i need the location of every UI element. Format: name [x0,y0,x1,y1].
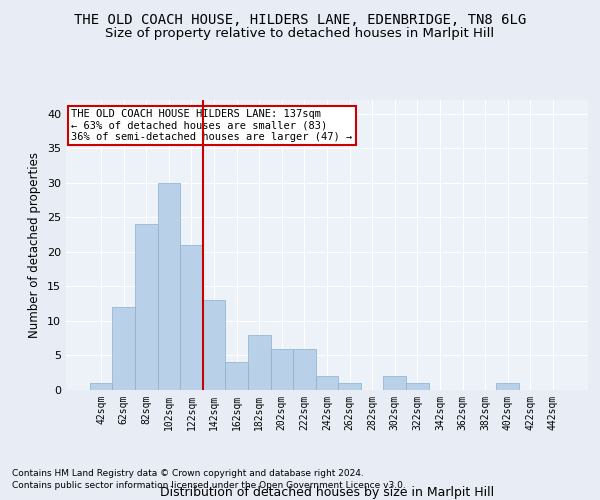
Bar [271,348,293,390]
Bar [180,245,203,390]
Text: THE OLD COACH HOUSE HILDERS LANE: 137sqm
← 63% of detached houses are smaller (8: THE OLD COACH HOUSE HILDERS LANE: 137sqm… [71,108,352,142]
Bar [338,383,361,390]
Bar [203,300,226,390]
Bar [293,348,316,390]
Text: THE OLD COACH HOUSE, HILDERS LANE, EDENBRIDGE, TN8 6LG: THE OLD COACH HOUSE, HILDERS LANE, EDENB… [74,12,526,26]
X-axis label: Distribution of detached houses by size in Marlpit Hill: Distribution of detached houses by size … [160,486,494,498]
Bar [248,335,271,390]
Y-axis label: Number of detached properties: Number of detached properties [28,152,41,338]
Bar [112,307,135,390]
Bar [90,383,112,390]
Bar [135,224,158,390]
Bar [226,362,248,390]
Bar [316,376,338,390]
Text: Contains HM Land Registry data © Crown copyright and database right 2024.: Contains HM Land Registry data © Crown c… [12,468,364,477]
Text: Contains public sector information licensed under the Open Government Licence v3: Contains public sector information licen… [12,481,406,490]
Bar [406,383,428,390]
Text: Size of property relative to detached houses in Marlpit Hill: Size of property relative to detached ho… [106,28,494,40]
Bar [383,376,406,390]
Bar [158,183,180,390]
Bar [496,383,519,390]
